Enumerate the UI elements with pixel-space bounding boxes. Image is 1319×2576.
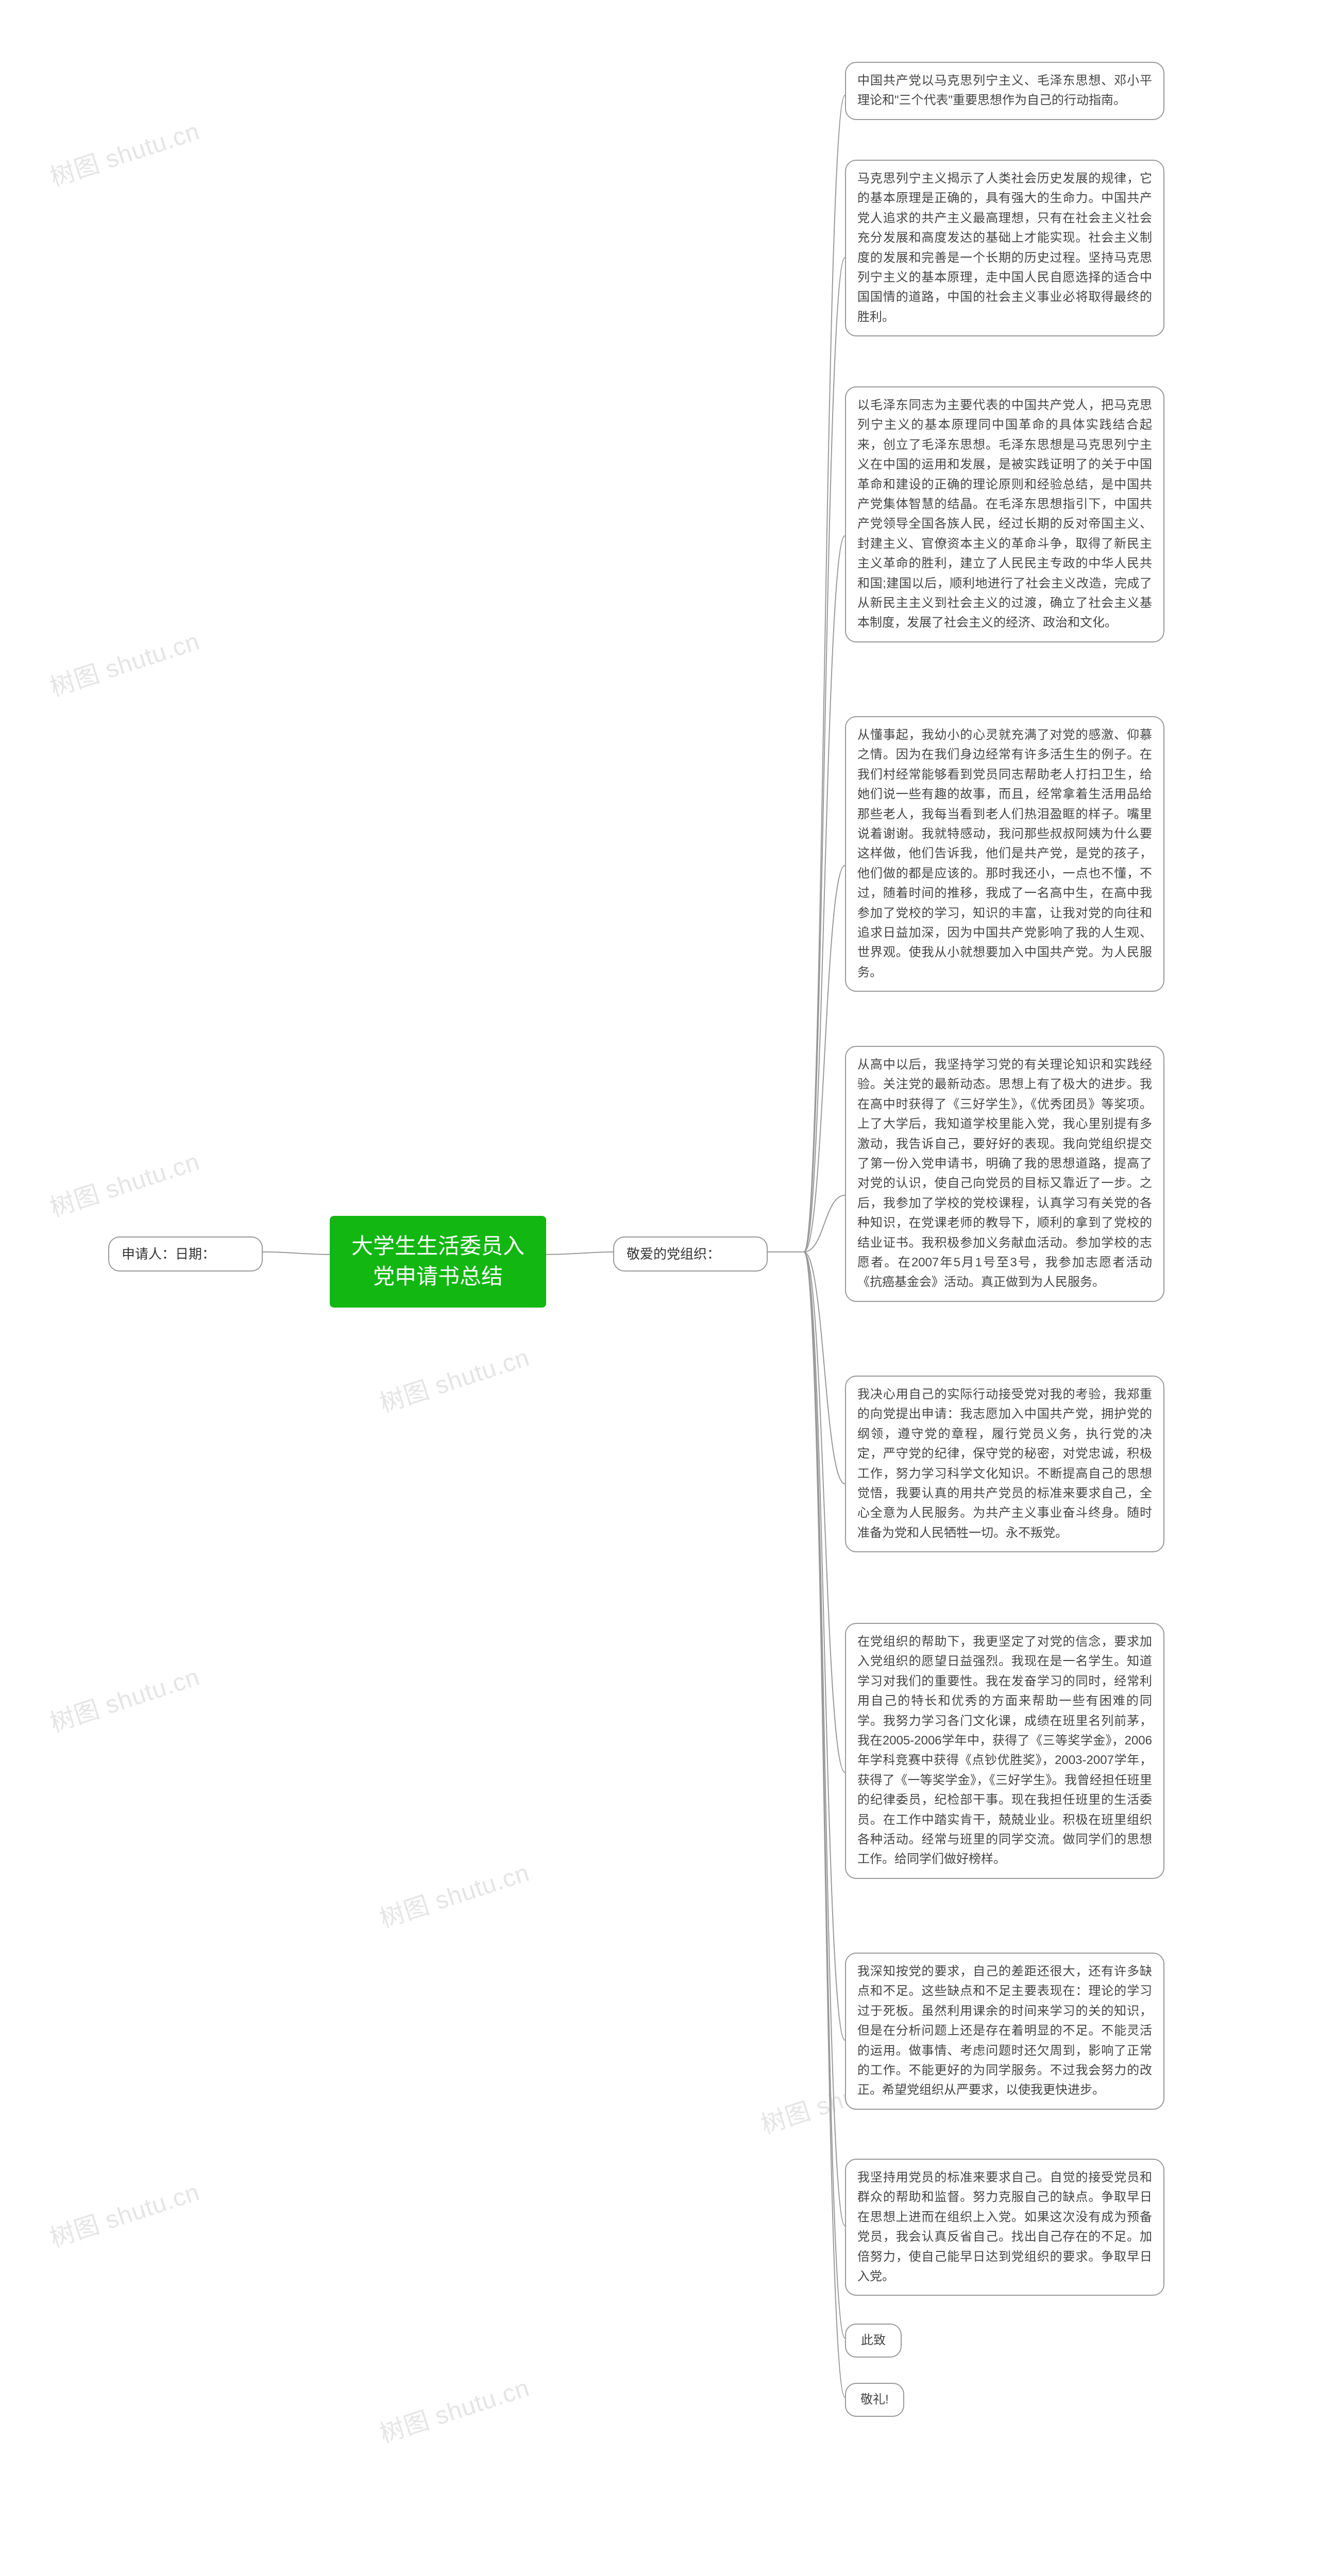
mindmap-root[interactable]: 大学生生活委员入党申请书总结	[330, 1216, 546, 1308]
leaf-node[interactable]: 中国共产党以马克思列宁主义、毛泽东思想、邓小平理论和"三个代表"重要思想作为自己…	[845, 62, 1164, 120]
leaf-node[interactable]: 从高中以后，我坚持学习党的有关理论知识和实践经验。关注党的最新动态。思想上有了极…	[845, 1046, 1164, 1302]
leaf-node[interactable]: 我坚持用党员的标准来要求自己。自觉的接受党员和群众的帮助和监督。努力克服自己的缺…	[845, 2159, 1164, 2296]
node-dear-party-org[interactable]: 敬爱的党组织：	[613, 1236, 768, 1272]
leaf-node[interactable]: 从懂事起，我幼小的心灵就充满了对党的感激、仰慕之情。因为在我们身边经常有许多活生…	[845, 716, 1164, 992]
watermark: 树图 shutu.cn	[45, 111, 204, 193]
watermark: 树图 shutu.cn	[375, 1852, 534, 1935]
node-applicant-date[interactable]: 申请人：日期：	[108, 1236, 263, 1272]
leaf-node-closing[interactable]: 此致	[845, 2324, 902, 2358]
watermark: 树图 shutu.cn	[45, 1141, 204, 1224]
watermark: 树图 shutu.cn	[45, 1656, 204, 1739]
watermark: 树图 shutu.cn	[375, 1337, 534, 1419]
leaf-node[interactable]: 马克思列宁主义揭示了人类社会历史发展的规律，它的基本原理是正确的，具有强大的生命…	[845, 160, 1164, 336]
leaf-node[interactable]: 我深知按党的要求，自己的差距还很大，还有许多缺点和不足。这些缺点和不足主要表现在…	[845, 1953, 1164, 2110]
leaf-node[interactable]: 在党组织的帮助下，我更坚定了对党的信念，要求加入党组织的愿望日益强烈。我现在是一…	[845, 1623, 1164, 1879]
leaf-node-salute[interactable]: 敬礼!	[845, 2383, 904, 2417]
watermark: 树图 shutu.cn	[375, 2367, 534, 2450]
leaf-node[interactable]: 我决心用自己的实际行动接受党对我的考验，我郑重的向党提出申请：我志愿加入中国共产…	[845, 1376, 1164, 1552]
watermark: 树图 shutu.cn	[45, 621, 204, 703]
watermark: 树图 shutu.cn	[45, 2172, 204, 2254]
leaf-node[interactable]: 以毛泽东同志为主要代表的中国共产党人，把马克思列宁主义的基本原理同中国革命的具体…	[845, 386, 1164, 642]
